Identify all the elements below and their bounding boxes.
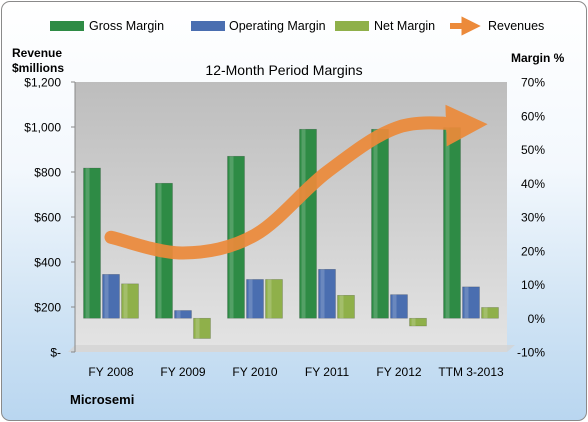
left-tick-label: $600 — [34, 211, 61, 225]
legend-label-net-margin: Net Margin — [374, 19, 435, 33]
bar-operating-margin-fy-2009 — [174, 310, 192, 319]
legend-item-revenues[interactable]: Revenues — [450, 16, 544, 36]
left-tick-label: $200 — [34, 301, 61, 315]
bar-highlight — [123, 283, 128, 319]
bar-highlight — [373, 129, 378, 319]
legend-label-gross-margin: Gross Margin — [89, 19, 164, 33]
right-tick-label: -10% — [517, 346, 545, 360]
x-tick-label: FY 2012 — [376, 365, 421, 379]
legend-item-net-margin[interactable]: Net Margin — [335, 19, 435, 33]
left-axis-title-line2: $millions — [12, 61, 64, 75]
bar-highlight — [176, 310, 181, 319]
right-tick-label: 70% — [521, 76, 545, 90]
legend-swatch-operating-margin — [191, 21, 225, 31]
bar-highlight — [445, 127, 450, 319]
bar-net-margin-ttm-3-2013 — [481, 307, 499, 319]
bar-highlight — [339, 295, 344, 319]
bar-operating-margin-ttm-3-2013 — [462, 286, 480, 319]
right-axis-ticks: -10% 0% 10% 20% 30% 40% 50% 60% 70% — [517, 76, 545, 360]
right-axis-title: Margin % — [511, 51, 565, 65]
bar-highlight — [104, 274, 109, 319]
x-tick-label: FY 2010 — [232, 365, 277, 379]
right-tick-label: 10% — [521, 278, 545, 292]
plot-floor — [68, 345, 515, 352]
revenues-line — [104, 104, 488, 260]
bar-net-margin-fy-2009 — [193, 317, 211, 339]
bar-highlight — [392, 294, 397, 319]
left-tick-label: $- — [50, 346, 61, 360]
bar-highlight — [320, 269, 325, 319]
company-name: Microsemi — [70, 392, 134, 407]
bar-highlight — [483, 307, 488, 319]
left-tick-label: $1,200 — [24, 76, 61, 90]
bar-highlight — [229, 156, 234, 319]
bar-net-margin-fy-2012 — [409, 317, 427, 327]
bar-highlight — [267, 279, 272, 319]
chart-title: 12-Month Period Margins — [205, 62, 362, 78]
bar-highlight — [248, 279, 253, 319]
legend-item-gross-margin[interactable]: Gross Margin — [50, 19, 164, 33]
x-tick-label: TTM 3-2013 — [438, 365, 504, 379]
left-axis-ticks: $- $200 $400 $600 $800 $1,000 $1,200 — [24, 76, 75, 360]
bar-net-margin-fy-2008 — [121, 283, 139, 319]
legend-label-revenues: Revenues — [488, 19, 544, 33]
right-tick-label: 50% — [521, 143, 545, 157]
bar-highlight — [411, 318, 416, 327]
bar-operating-margin-fy-2010 — [246, 279, 264, 319]
bar-series — [83, 127, 499, 339]
bar-net-margin-fy-2011 — [337, 294, 355, 319]
right-tick-label: 0% — [528, 312, 546, 326]
right-tick-label: 20% — [521, 244, 545, 258]
left-tick-label: $1,000 — [24, 121, 61, 135]
bar-highlight — [195, 318, 200, 339]
bar-highlight — [85, 168, 90, 319]
bar-highlight — [464, 286, 469, 319]
legend-swatch-net-margin — [335, 21, 369, 31]
bar-gross-margin-fy-2008 — [83, 167, 101, 319]
bar-net-margin-fy-2010 — [265, 279, 283, 319]
x-tick-label: FY 2009 — [160, 365, 205, 379]
bar-operating-margin-fy-2011 — [318, 269, 336, 319]
left-tick-label: $800 — [34, 166, 61, 180]
legend-swatch-gross-margin — [50, 21, 84, 31]
right-tick-label: 40% — [521, 177, 545, 191]
left-tick-label: $400 — [34, 256, 61, 270]
bar-highlight — [301, 129, 306, 319]
bar-operating-margin-fy-2012 — [390, 294, 408, 319]
legend-item-operating-margin[interactable]: Operating Margin — [191, 19, 326, 33]
right-tick-label: 30% — [521, 211, 545, 225]
x-tick-label: FY 2011 — [305, 365, 350, 379]
left-axis-title-line1: Revenue — [12, 46, 62, 60]
x-axis-labels: FY 2008 FY 2009 FY 2010 FY 2011 FY 2012 TTM 3… — [88, 365, 504, 379]
right-tick-label: 60% — [521, 109, 545, 123]
legend-label-operating-margin: Operating Margin — [229, 19, 326, 33]
bar-operating-margin-fy-2008 — [102, 274, 120, 319]
x-tick-label: FY 2008 — [88, 365, 133, 379]
legend: Gross Margin Operating Margin Net Margin… — [50, 16, 544, 36]
